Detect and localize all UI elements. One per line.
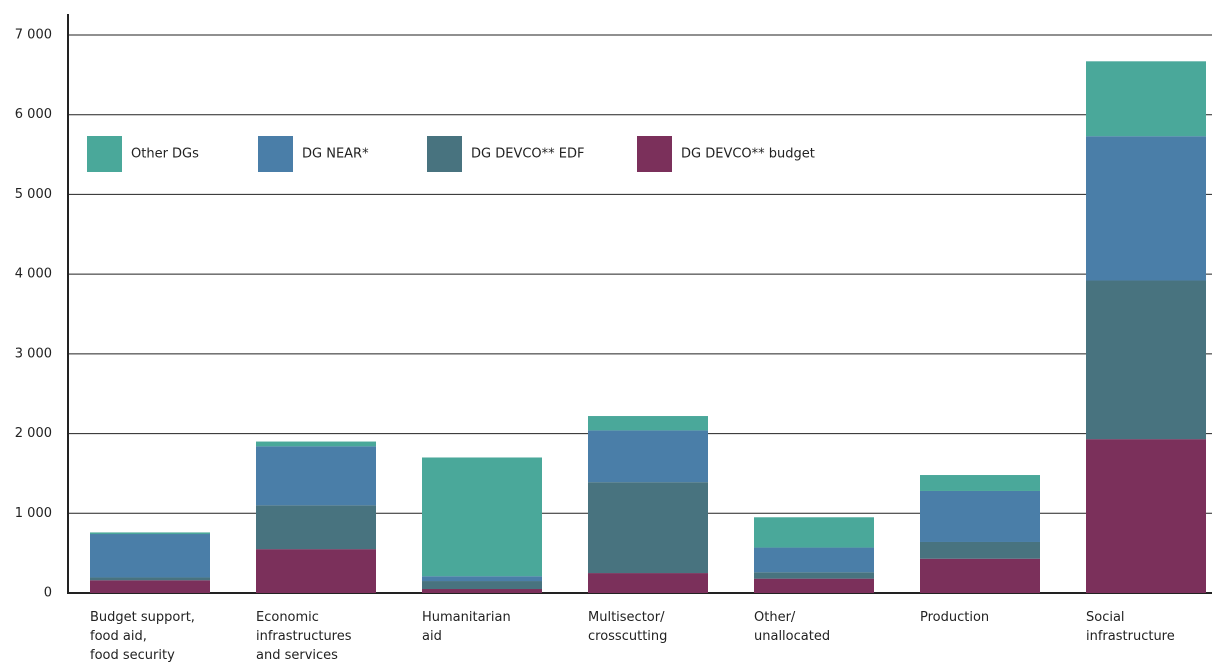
bar-segment <box>1086 280 1206 440</box>
bar-segment <box>90 580 210 593</box>
bar-segment <box>256 446 376 506</box>
bar-segment <box>588 430 708 483</box>
bar-segment <box>754 517 874 548</box>
bar-segment <box>1086 439 1206 593</box>
y-tick-label: 0 <box>44 586 52 601</box>
bar-segment <box>422 457 542 577</box>
x-tick-label: Humanitarian aid <box>422 610 511 644</box>
legend-swatch <box>637 136 672 172</box>
y-tick-label: 6 000 <box>15 107 52 122</box>
x-tick-label-line: infrastructures <box>256 629 352 644</box>
bar-segment <box>588 573 708 593</box>
y-tick-label: 7 000 <box>15 28 52 43</box>
x-tick-label: Other/unallocated <box>754 610 830 644</box>
x-tick-label: Economic infrastructures and services <box>256 610 352 663</box>
bar-segment <box>588 416 708 431</box>
bar-segment <box>90 577 210 581</box>
legend-label: DG DEVCO** budget <box>681 147 815 162</box>
x-tick-label-line: crosscutting <box>588 629 667 644</box>
bar-segment <box>90 532 210 535</box>
legend-label: DG NEAR* <box>302 147 369 162</box>
y-tick-label: 4 000 <box>15 267 52 282</box>
bar-segment <box>422 576 542 582</box>
legend-label: Other DGs <box>131 147 199 162</box>
bar-segment <box>588 482 708 574</box>
legend-swatch <box>87 136 122 172</box>
x-tick-label-line: food aid, <box>90 629 147 644</box>
legend-swatch <box>427 136 462 172</box>
legend-swatch <box>258 136 293 172</box>
x-tick-label-line: Social <box>1086 610 1125 625</box>
x-tick-label-line: Economic <box>256 610 319 625</box>
bar-segment <box>920 558 1040 593</box>
x-tick-label-line: aid <box>422 629 442 644</box>
x-tick-label: Multisector/crosscutting <box>588 610 667 644</box>
legend-label: DG DEVCO** EDF <box>471 147 584 162</box>
bar-segment <box>754 572 874 579</box>
bar-segment <box>920 490 1040 542</box>
bar-segment <box>754 578 874 593</box>
x-tick-label: Production <box>920 610 989 625</box>
y-tick-label: 3 000 <box>15 346 52 361</box>
y-tick-label: 2 000 <box>15 426 52 441</box>
x-tick-label-line: Humanitarian <box>422 610 511 625</box>
x-tick-label-line: Production <box>920 610 989 625</box>
bar-segment <box>256 441 376 447</box>
x-tick-label-line: infrastructure <box>1086 629 1175 644</box>
y-tick-label: 5 000 <box>15 187 52 202</box>
bar-segment <box>920 475 1040 491</box>
bar-segment <box>422 589 542 593</box>
x-tick-label: Budget support, food aid, food security <box>90 610 195 663</box>
bar-segment <box>90 534 210 578</box>
bar-segment <box>754 547 874 573</box>
bar-segment <box>256 549 376 593</box>
x-tick-label-line: Other/ <box>754 610 796 625</box>
bar-segment <box>256 505 376 550</box>
x-tick-label-line: food security <box>90 648 175 663</box>
x-tick-label-line: unallocated <box>754 629 830 644</box>
bar-segment <box>920 541 1040 559</box>
x-tick-label-line: Budget support, <box>90 610 195 625</box>
bar-segment <box>1086 61 1206 137</box>
x-tick-label-line: and services <box>256 648 338 663</box>
y-tick-label: 1 000 <box>15 506 52 521</box>
x-tick-label: Social infrastructure <box>1086 610 1175 644</box>
bar-segment <box>1086 136 1206 281</box>
bar-segment <box>422 581 542 590</box>
x-tick-label-line: Multisector/ <box>588 610 665 625</box>
